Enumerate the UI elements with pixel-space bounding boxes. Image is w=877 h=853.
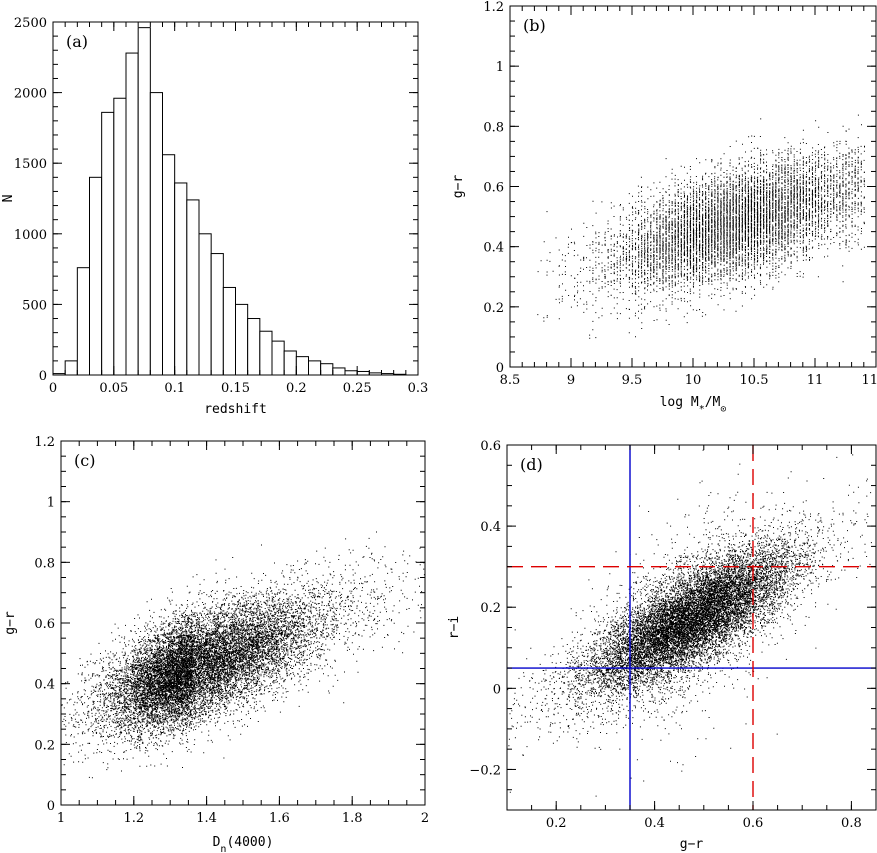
histogram-bar xyxy=(162,154,176,376)
panel-b-xtick-label: 10.5 xyxy=(740,373,769,388)
panel-c-xtick-label: 1.2 xyxy=(123,811,144,826)
panel-d-points xyxy=(507,449,877,797)
panel-b-xtick-label: 11.5 xyxy=(862,373,877,388)
panel-d-xtick-label: 0.8 xyxy=(841,816,862,831)
histogram-bar xyxy=(332,367,346,376)
panel-d-panel-label: (d) xyxy=(520,455,543,474)
histogram-bar xyxy=(235,303,249,376)
histogram-bar xyxy=(149,92,163,376)
panel-c-ytick-label: 0.4 xyxy=(34,678,55,693)
panel-d-ytick-label: 0.6 xyxy=(480,439,501,454)
panel-a-xtick-label: 0.3 xyxy=(408,381,429,396)
histogram-bar xyxy=(247,318,261,376)
panel-b-scatter-mass-color: 8.5 9 9.5 10 10.5 11 11.5 0 0.2 0.4 0.6 0.8 1 1.2 (b) l… xyxy=(451,0,877,415)
panel-b-xtick-label: 11 xyxy=(807,373,824,388)
panel-b-ytick-label: 0.2 xyxy=(483,301,504,316)
panel-d-ytick-label: 0.2 xyxy=(480,601,501,616)
panel-a-xtick-label: 0.25 xyxy=(343,381,372,396)
panel-b-xtick-label: 10 xyxy=(685,373,702,388)
panel-d-x-axis-label: g−r xyxy=(680,837,704,852)
panel-c-scatter-dn4000-color: 1 1.2 1.4 1.6 1.8 2 0 0.2 0.4 0.6 0.8 1 1.2 (c) Dn(400… xyxy=(3,435,429,853)
panel-d-y-axis-label: r−i xyxy=(447,616,462,639)
panel-c-points xyxy=(61,531,425,779)
histogram-bar xyxy=(344,370,358,376)
panel-c-xtick-label: 1.8 xyxy=(342,811,363,826)
panel-a-xtick-label: 0.2 xyxy=(286,381,307,396)
panel-b-ytick-label: 0 xyxy=(496,361,504,376)
panel-a-ytick-label: 0 xyxy=(39,369,47,384)
histogram-bar xyxy=(174,182,188,376)
histogram-bar xyxy=(64,360,78,376)
panel-c-xtick-label: 1.4 xyxy=(196,811,217,826)
panel-a-ytick-label: 500 xyxy=(22,298,47,313)
histogram-bar xyxy=(308,360,322,376)
panel-b-ytick-label: 1 xyxy=(496,60,504,75)
panel-a-ytick-label: 1000 xyxy=(14,228,47,243)
panel-c-xtick-label: 2 xyxy=(421,811,429,826)
histogram-bar xyxy=(186,199,200,376)
histogram-bar xyxy=(113,97,127,376)
panel-b-panel-label: (b) xyxy=(523,16,546,35)
panel-d-ytick-label: 0.4 xyxy=(480,520,501,535)
panel-b-ytick-label: 1.2 xyxy=(483,0,504,15)
panel-b-xtick-label: 9.5 xyxy=(622,373,643,388)
panel-c-ytick-label: 0.8 xyxy=(34,556,55,571)
panel-c-panel-label: (c) xyxy=(74,451,95,470)
panel-a-ytick-label: 1500 xyxy=(14,157,47,172)
histogram-bar xyxy=(137,27,151,376)
panel-d-scatter-color-color: 0.2 0.4 0.6 0.8 −0.2 0 0.2 0.4 0.6 (d) g−r r−i xyxy=(447,439,877,852)
histogram-bar xyxy=(222,286,236,376)
panel-c-y-axis-label: g−r xyxy=(3,611,18,635)
histogram-bar xyxy=(125,52,139,376)
panel-c-xtick-label: 1 xyxy=(57,811,65,826)
panel-b-ytick-label: 0.4 xyxy=(483,241,504,256)
histogram-bar xyxy=(101,111,115,376)
panel-c-ytick-label: 0 xyxy=(47,799,55,814)
panel-a-histogram: 0 0.05 0.1 0.15 0.2 0.25 0.3 0 500 1000 1500 2000 25… xyxy=(1,16,428,417)
panel-b-points xyxy=(537,114,865,339)
panel-d-xtick-label: 0.2 xyxy=(546,816,567,831)
panel-b-ytick-label: 0.6 xyxy=(483,181,504,196)
histogram-bar xyxy=(283,350,297,376)
panel-d-ytick-label: 0 xyxy=(493,682,501,697)
panel-c-ytick-label: 1 xyxy=(47,496,55,511)
panel-b-xtick-label: 9 xyxy=(567,373,575,388)
panel-b-xtick-label: 8.5 xyxy=(500,373,521,388)
panel-c-point-marks xyxy=(61,531,425,779)
panel-b-ytick-label: 0.8 xyxy=(483,120,504,135)
panel-a-xtick-label: 0.15 xyxy=(221,381,250,396)
panel-a-x-axis-label: redshift xyxy=(204,402,267,417)
panel-a-panel-label: (a) xyxy=(66,32,88,51)
panel-d-ytick-label: −0.2 xyxy=(469,763,501,778)
histogram-bar xyxy=(259,330,273,376)
panel-c-x-axis-label: Dn(4000) xyxy=(213,835,274,853)
panel-d-xtick-label: 0.6 xyxy=(743,816,764,831)
panel-a-xtick-label: 0.05 xyxy=(99,381,128,396)
panel-a-xtick-label: 0 xyxy=(49,381,57,396)
panel-a-xtick-label: 0.1 xyxy=(164,381,185,396)
panel-c-xtick-label: 1.6 xyxy=(269,811,290,826)
histogram-bar xyxy=(295,356,310,376)
panel-a-ytick-label: 2000 xyxy=(14,87,47,102)
panel-b-point-marks xyxy=(537,114,865,339)
panel-c-ytick-label: 1.2 xyxy=(34,435,55,450)
histogram-bar xyxy=(320,363,334,376)
panel-c-ytick-label: 0.6 xyxy=(34,617,55,632)
panel-a-y-axis-label: N xyxy=(1,195,16,203)
histogram-bar xyxy=(356,370,370,376)
histogram-bar xyxy=(271,340,285,376)
panel-d-point-marks xyxy=(507,449,877,797)
panel-c-ytick-label: 0.2 xyxy=(34,738,55,753)
histogram-bar xyxy=(198,233,212,376)
panel-a-ytick-label: 2500 xyxy=(14,16,47,31)
panel-c-frame xyxy=(60,440,426,806)
panel-d-xtick-label: 0.4 xyxy=(644,816,665,831)
histogram-bar xyxy=(89,176,103,376)
histogram-bar xyxy=(76,267,91,376)
panel-b-x-axis-label: log M*/M⊙ xyxy=(660,395,727,415)
panel-b-y-axis-label: g−r xyxy=(451,175,466,199)
histogram-bar xyxy=(210,253,224,376)
